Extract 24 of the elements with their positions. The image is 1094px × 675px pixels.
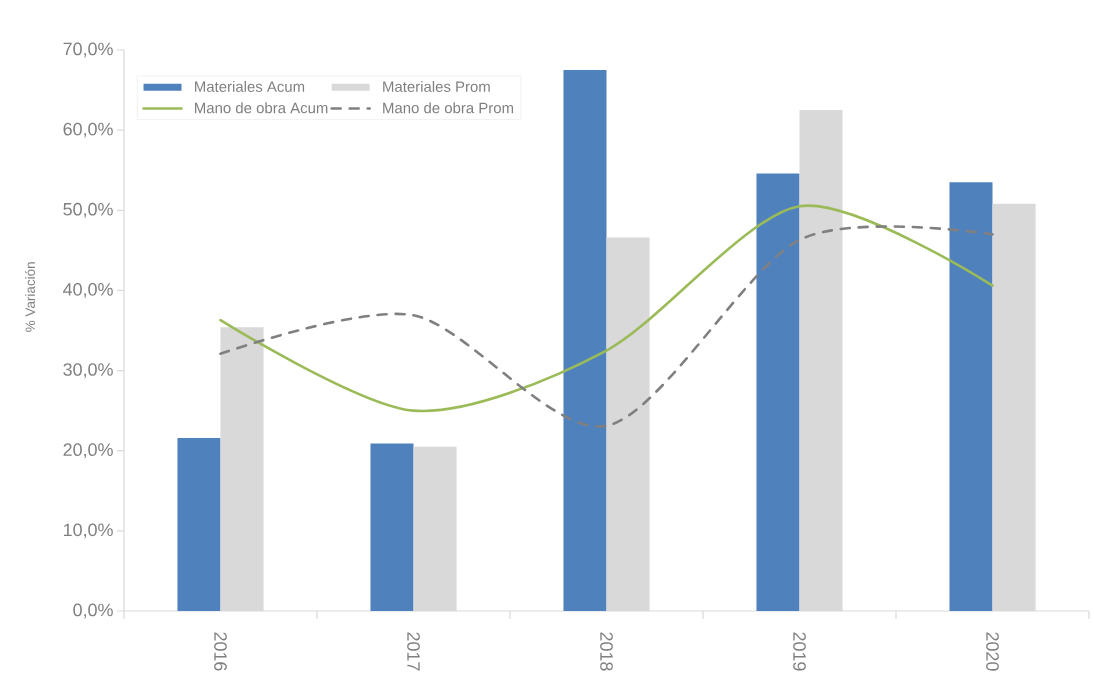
y-tick-label: 0,0% bbox=[73, 603, 113, 619]
bar bbox=[949, 182, 993, 611]
y-tick-label: 70,0% bbox=[63, 42, 113, 58]
bar bbox=[370, 443, 414, 611]
x-tick-label: 2020 bbox=[986, 632, 999, 671]
x-tick-label: 2019 bbox=[793, 632, 806, 671]
y-axis-title: % Variación bbox=[24, 262, 36, 332]
line-series bbox=[219, 204, 994, 413]
legend-label: Mano de obra Prom bbox=[383, 102, 514, 114]
y-tick-label: 50,0% bbox=[63, 202, 113, 218]
bar bbox=[756, 173, 800, 611]
x-tick-label: 2017 bbox=[407, 632, 420, 671]
legend-label: Mano de obra Acum bbox=[195, 102, 328, 114]
x-tick-label: 2018 bbox=[600, 632, 613, 671]
bar bbox=[177, 437, 221, 611]
bar bbox=[563, 70, 607, 611]
legend-label: Materiales Acum bbox=[195, 81, 305, 92]
y-tick-label: 20,0% bbox=[63, 443, 113, 459]
legend-label: Materiales Prom bbox=[383, 81, 490, 92]
y-tick-label: 60,0% bbox=[63, 122, 113, 138]
y-tick-label: 30,0% bbox=[63, 363, 113, 378]
x-tick-label: 2016 bbox=[214, 632, 227, 671]
y-tick-label: 10,0% bbox=[63, 523, 113, 539]
y-tick-label: 40,0% bbox=[63, 283, 113, 298]
